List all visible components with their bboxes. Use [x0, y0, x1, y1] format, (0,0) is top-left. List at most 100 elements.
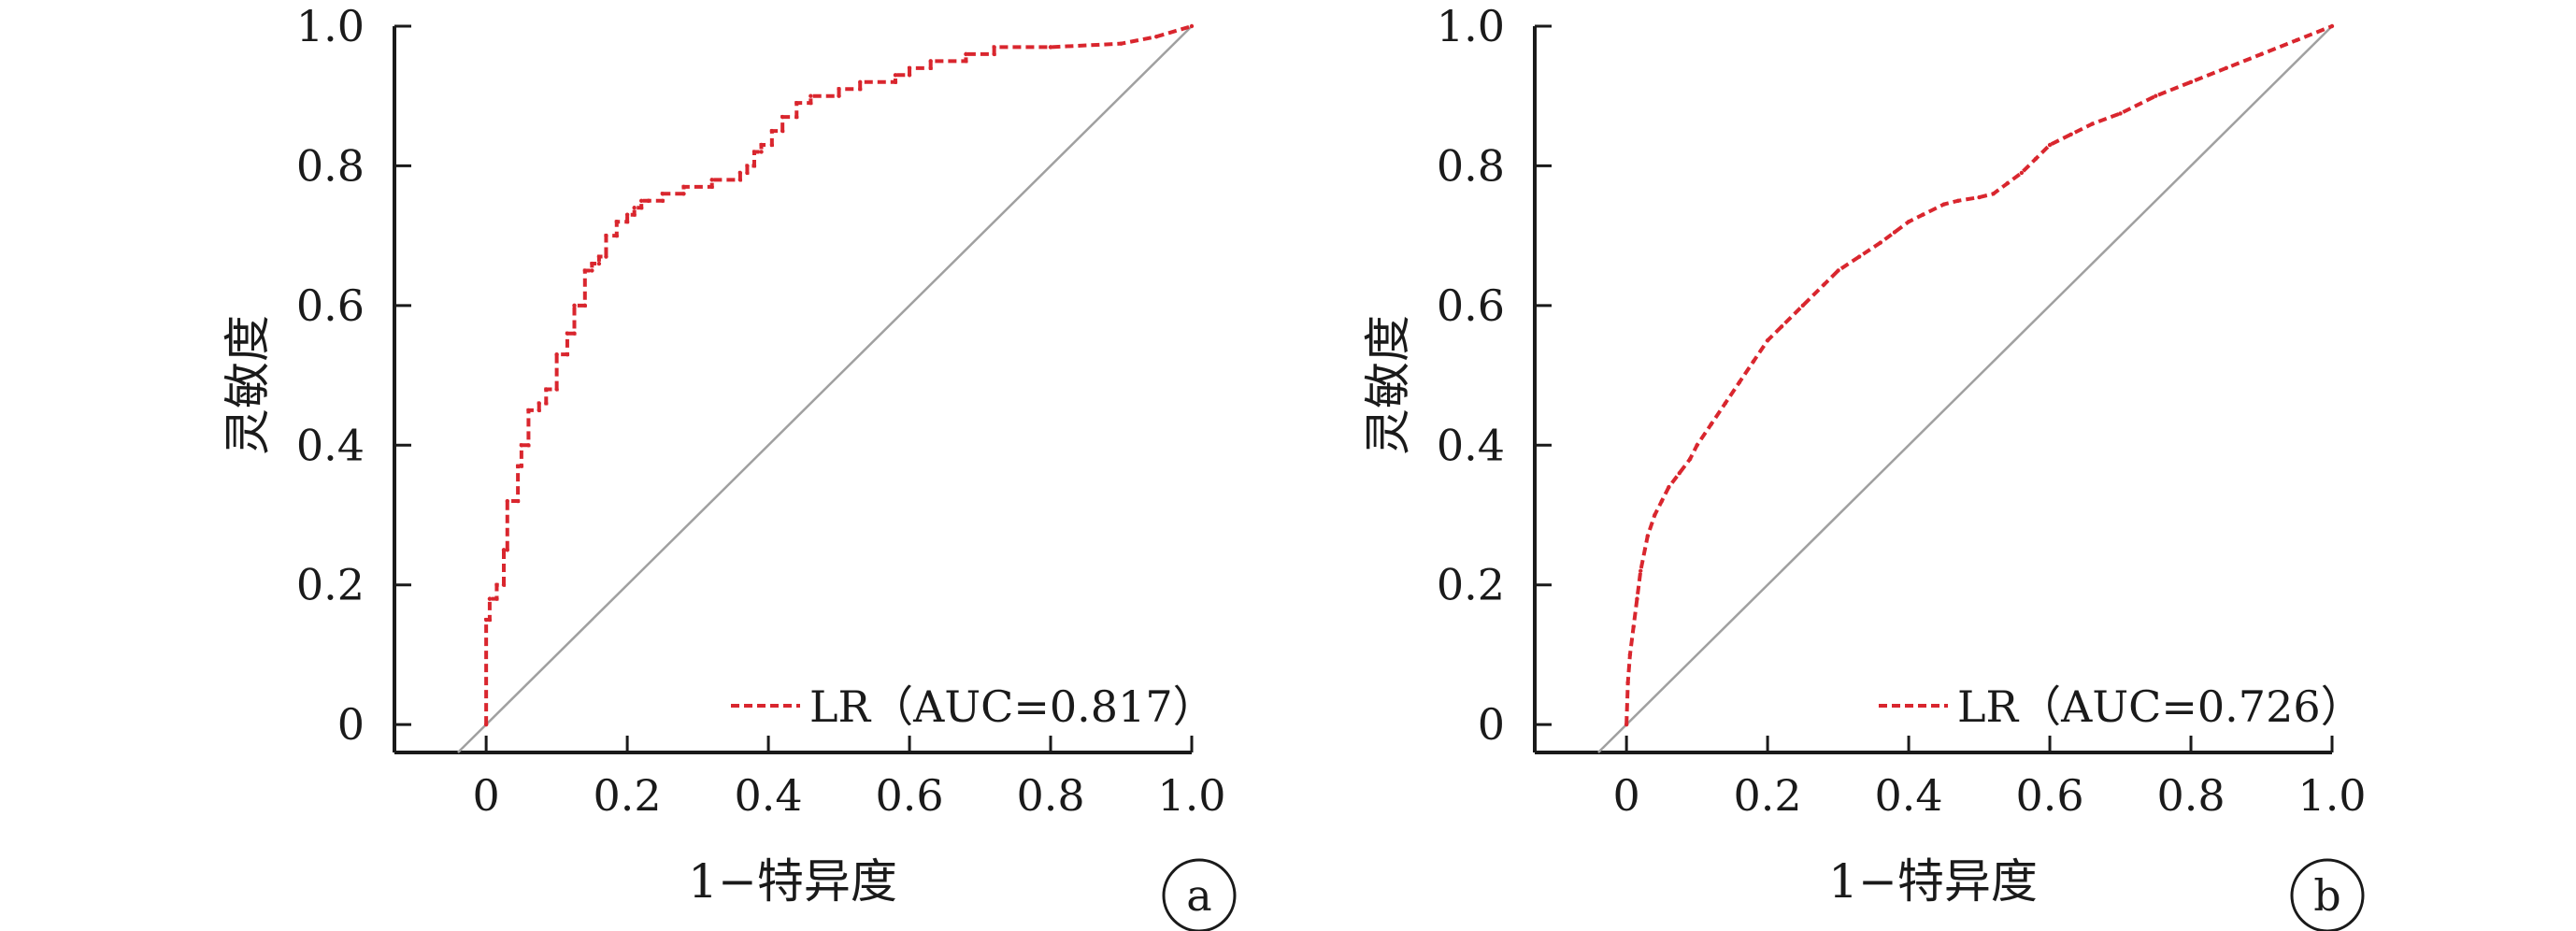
roc-point — [494, 596, 499, 601]
roc-point — [1624, 722, 1629, 727]
roc-point — [501, 582, 507, 587]
roc-point — [2033, 156, 2039, 162]
x-tick-label: 0.2 — [594, 770, 662, 821]
roc-point — [1659, 498, 1665, 504]
roc-point — [992, 45, 996, 50]
roc-point — [1765, 338, 1770, 343]
roc-point — [751, 164, 757, 168]
roc-point — [1695, 443, 1699, 448]
roc-point — [1709, 422, 1713, 427]
x-tick-label: 0.4 — [1875, 770, 1943, 821]
y-axis-label: 灵敏度 — [1361, 315, 1415, 455]
x-tick-label: 0.8 — [1016, 770, 1084, 821]
y-tick-label: 0.8 — [296, 140, 365, 191]
roc-point — [2090, 122, 2095, 126]
legend: LR（AUC=0.817） — [731, 681, 1216, 732]
roc-point — [794, 114, 799, 120]
roc-point — [907, 65, 912, 71]
roc-point — [646, 198, 651, 203]
roc-point — [526, 443, 531, 448]
roc-point — [1822, 282, 1826, 287]
roc-point — [590, 268, 594, 273]
roc-point — [1677, 470, 1682, 476]
y-axis-label: 灵敏度 — [221, 315, 275, 455]
roc-point — [809, 100, 813, 106]
y-tick-label: 0.2 — [296, 560, 365, 610]
roc-point — [639, 206, 644, 210]
y-ticks: 0 0.2 0.4 0.6 0.8 1.0 — [296, 1, 411, 750]
roc-point — [590, 261, 594, 266]
roc-point — [893, 79, 898, 84]
roc-point — [505, 548, 509, 552]
roc-point — [614, 233, 619, 238]
y-tick-label: 0.8 — [1437, 140, 1505, 191]
roc-point — [537, 401, 541, 406]
roc-point — [1154, 35, 1159, 39]
roc-point — [964, 59, 968, 64]
y-tick-label: 0.4 — [296, 420, 365, 470]
roc-point — [837, 93, 841, 98]
y-tick-label: 0.6 — [296, 280, 365, 331]
y-tick-label: 1.0 — [1437, 1, 1505, 51]
legend-entry: LR（AUC=0.726） — [1957, 681, 2364, 732]
roc-point — [582, 268, 588, 273]
roc-point — [737, 178, 743, 182]
roc-point — [1906, 219, 1911, 224]
reference-diagonal — [457, 25, 1193, 753]
roc-point — [769, 142, 775, 148]
roc-point — [2224, 65, 2228, 71]
roc-point — [858, 87, 863, 92]
roc-point — [632, 206, 637, 210]
roc-point — [1955, 198, 1961, 203]
roc-point — [1645, 534, 1650, 538]
roc-curve-line — [484, 24, 1193, 725]
panel-b: 00.20.40.60.81.0 0 0.2 0.4 0.6 0.8 1.0 1−特异度 … — [1361, 1, 2367, 931]
roc-point — [483, 722, 489, 727]
x-tick-label: 0 — [1612, 770, 1639, 821]
roc-point — [624, 219, 630, 224]
roc-point — [505, 498, 509, 504]
y-ticks: 0 0.2 0.4 0.6 0.8 1.0 — [1437, 1, 1552, 750]
roc-point — [745, 164, 750, 168]
roc-point — [632, 212, 637, 217]
roc-point — [2154, 93, 2158, 98]
legend: LR（AUC=0.726） — [1879, 681, 2364, 732]
roc-point — [1189, 23, 1195, 29]
roc-point — [2005, 180, 2010, 186]
y-tick-label: 0 — [337, 699, 365, 750]
y-tick-label: 0.2 — [1437, 560, 1505, 610]
roc-point — [2068, 132, 2073, 137]
roc-point — [572, 331, 577, 336]
roc-point — [487, 596, 493, 601]
roc-curve-points — [483, 23, 1195, 727]
roc-point — [745, 170, 750, 176]
roc-point — [794, 100, 799, 106]
roc-point — [709, 178, 714, 182]
roc-point — [1631, 624, 1636, 629]
x-tick-label: 0.6 — [875, 770, 943, 821]
roc-point — [809, 93, 813, 98]
roc-point — [893, 73, 898, 78]
roc-point — [1751, 359, 1756, 364]
roc-point — [501, 548, 507, 552]
roc-point — [1737, 380, 1742, 385]
roc-point — [526, 408, 531, 413]
x-tick-label: 1.0 — [2297, 770, 2366, 821]
roc-point — [1857, 254, 1862, 259]
roc-point — [554, 351, 559, 357]
legend-entry: LR（AUC=0.817） — [809, 681, 1216, 732]
roc-point — [660, 198, 665, 203]
roc-point — [1892, 230, 1897, 235]
roc-point — [1723, 401, 1728, 406]
roc-point — [837, 87, 841, 92]
roc-point — [992, 51, 996, 57]
roc-point — [582, 303, 588, 308]
roc-point — [565, 351, 570, 357]
x-tick-label: 0.2 — [1734, 770, 1802, 821]
roc-point — [1941, 202, 1947, 207]
roc-point — [1635, 596, 1639, 601]
roc-point — [928, 65, 933, 71]
roc-point — [604, 254, 608, 259]
roc-point — [1653, 512, 1657, 518]
roc-point — [614, 219, 619, 224]
